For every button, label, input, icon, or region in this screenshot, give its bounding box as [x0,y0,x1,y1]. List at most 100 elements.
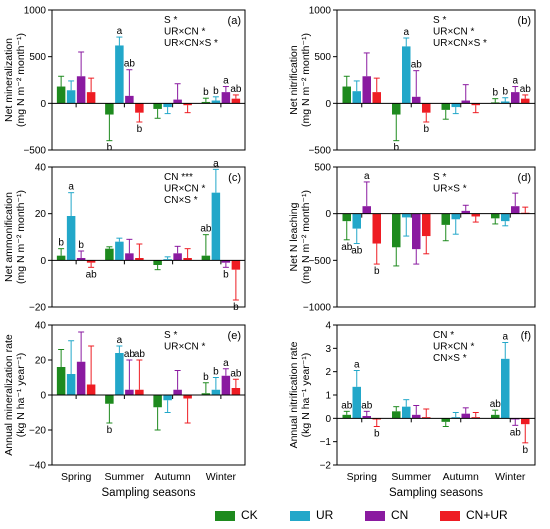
significance-letter-e: ab [124,349,136,360]
x-tick-label-f-spring: Spring [347,471,378,483]
significance-letter-a: ab [230,84,242,95]
y-axis-title-f: Annual nitrification rate [288,341,300,448]
legend: CK UR CN CN+UR [0,505,550,525]
y-tick-label-b: −500 [308,146,331,157]
x-tick-label-e-summer: Summer [105,471,145,483]
bar-e-ur-summer [115,353,124,395]
bar-d-cn-summer [412,213,421,250]
bar-c-ck-spring [56,255,66,261]
stat-annotation-a: UR×CN×S * [164,38,218,49]
significance-letter-c: b [78,240,84,251]
bar-e-cn-winter [221,375,231,395]
y-axis-title-e: Annual mineralization rate [3,334,15,456]
y-tick-label-b: 1000 [309,6,332,17]
x-tick-label-e-autumn: Autumn [155,471,191,483]
y-tick-label-e: −20 [29,426,46,437]
bar-d-ur-spring [352,213,361,229]
y-axis-title-a: Net mineralization [3,38,15,122]
panel-e: −40 −20 0 20 40 Annual mineralization rate (kg… [3,321,246,499]
significance-letter-f: ab [490,399,502,410]
significance-letter-b: b [423,124,429,135]
bar-b-cn-autumn [461,100,470,104]
bar-e-cn-spring [76,361,86,395]
significance-letter-d: ab [341,242,353,253]
y-tick-label-f: −2 [320,461,332,472]
significance-letter-f: b [522,445,528,456]
significance-letter-d: b [374,266,380,277]
significance-letter-e: ab [134,349,146,360]
y-tick-label-f: 0 [325,414,331,425]
bar-a-cn-winter [221,92,231,104]
plot-frame-b [336,9,536,151]
plot-frame-c [51,166,246,308]
bar-a-cn-spring [76,76,86,104]
bar-a-ck-spring [56,86,66,104]
significance-letter-c: b [233,302,239,313]
legend-item-ck: CK [215,508,258,522]
x-axis-title-e: Sampling seasons [102,487,196,499]
significance-letter-b: b [492,88,498,99]
y-tick-label-e: 0 [40,391,46,402]
bar-b-cn-ur-autumn [471,103,480,106]
bar-c-cn-ur-summer [135,258,144,261]
y-tick-label-f: 2 [325,367,331,378]
bar-e-ck-spring [56,367,66,395]
bar-b-ur-autumn [451,103,460,108]
bar-f-cn-spring [362,416,371,419]
panel-f: −2 −1 0 1 2 3 4 Annual nitrification rate (kg N … [288,321,536,499]
significance-letter-a: a [223,76,229,87]
bar-a-ck-winter [201,101,211,104]
bar-c-cn-ur-autumn [183,258,192,261]
y-axis-unit-c: (mg N m⁻² month⁻¹) [15,190,27,284]
significance-letter-e: ab [230,368,242,379]
bar-c-ur-winter [211,192,221,261]
y-tick-label-e: 40 [35,321,47,332]
legend-item-cn-ur: CN+UR [440,508,508,522]
significance-letter-a: b [213,86,219,97]
panel-label-d: (d) [518,172,531,184]
bar-b-cn-ur-summer [422,103,431,113]
significance-letter-b: a [512,76,518,87]
bar-b-ck-spring [342,86,351,104]
panel-b: −500 0 500 1000 Net nitrification (mg N m⁻² m… [288,6,536,157]
y-tick-label-d: 0 [325,209,331,220]
bar-d-ck-autumn [441,213,450,225]
bar-a-ur-autumn [163,103,172,108]
significance-letter-f: ab [341,400,353,411]
significance-letter-b: ab [411,60,423,71]
legend-label-ck: CK [241,508,258,522]
significance-letter-e: b [203,372,209,383]
bar-a-cn-autumn [173,99,182,104]
stat-annotation-f: CN×S * [433,353,467,364]
stat-annotation-d: UR×S * [433,184,467,195]
y-tick-label-a: 1000 [24,6,47,17]
panel-label-b: (b) [518,15,531,27]
bar-a-ur-summer [115,45,124,104]
significance-letter-a: b [107,143,113,154]
y-tick-label-f: 4 [325,321,331,332]
bar-a-ck-autumn [153,103,162,109]
panel-c: −20 0 20 40 Net ammonification (mg N m⁻² mont… [3,158,246,314]
bar-c-ck-winter [201,255,211,261]
significance-letter-c: a [213,158,219,169]
bar-d-ck-winter [491,213,500,219]
stat-annotation-a: UR×CN * [164,27,206,38]
bar-c-cn-spring [76,258,86,261]
bar-f-cn-summer [412,414,421,419]
y-tick-label-d: −500 [308,256,331,267]
y-tick-label-d: 500 [314,163,331,174]
bar-d-cn-spring [362,206,371,214]
bar-e-ur-autumn [163,395,172,401]
bar-f-cn-winter [511,418,520,420]
bar-e-ck-autumn [153,395,162,408]
stat-annotation-b: UR×CN * [433,27,475,38]
significance-letter-f: ab [361,400,373,411]
bar-f-ck-summer [392,411,401,419]
bar-d-cn-ur-autumn [471,213,480,217]
bar-e-cn-autumn [173,389,182,395]
legend-item-ur: UR [290,508,333,522]
y-tick-label-e: 20 [35,356,47,367]
bar-f-ck-winter [491,414,500,419]
significance-letter-b: ab [520,84,532,95]
stat-annotation-a: S * [164,15,177,26]
